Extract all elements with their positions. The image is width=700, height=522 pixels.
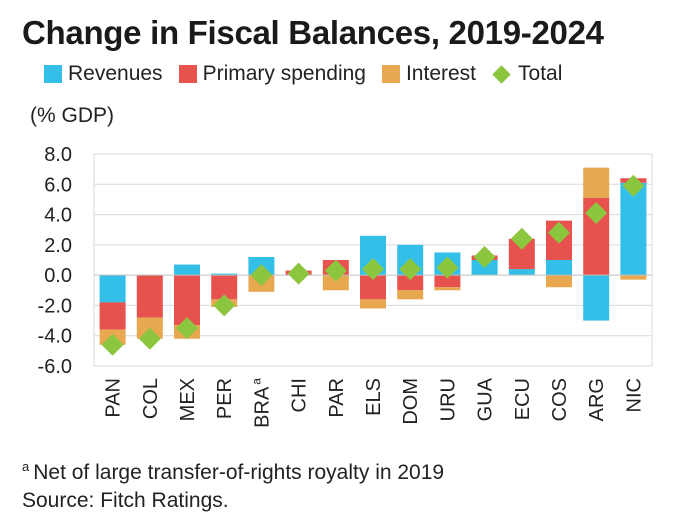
- x-tick-label-text: NIC: [623, 378, 645, 412]
- x-tick-label: COL: [140, 378, 162, 419]
- y-tick-label: -6.0: [38, 356, 72, 378]
- total-marker: [176, 317, 198, 340]
- x-tick-label: ELS: [363, 378, 385, 416]
- x-tick-label: PAR: [326, 378, 348, 418]
- source-note: Source: Fitch Ratings.: [22, 489, 229, 512]
- x-tick-label-text: URU: [437, 378, 459, 421]
- legend-item-total: Total: [492, 62, 562, 86]
- y-axis-unit-label: (% GDP): [30, 104, 114, 127]
- x-tick-label-text: BRA: [251, 386, 273, 428]
- total-marker: [585, 202, 608, 225]
- total-marker: [362, 258, 384, 281]
- x-tick-label-text: COS: [549, 378, 571, 421]
- interest-bar: [397, 290, 424, 300]
- x-tick-label-text: MEX: [177, 378, 199, 421]
- total-marker: [548, 221, 570, 244]
- revenues-bar: [174, 264, 200, 276]
- primary-spending-bar: [99, 302, 126, 330]
- y-tick-label: -2.0: [38, 295, 72, 317]
- x-tick-label: URU: [437, 378, 459, 421]
- legend: Revenues Primary spending Interest Total: [44, 62, 578, 86]
- x-tick-label: COS: [549, 378, 571, 421]
- x-tick-label-text: DOM: [400, 378, 422, 425]
- legend-item-interest: Interest: [381, 62, 477, 86]
- legend-item-revenues: Revenues: [44, 62, 163, 86]
- x-tick-label: ARG: [586, 378, 608, 421]
- legend-swatch-primary-spending: [178, 65, 197, 83]
- y-tick-label: -4.0: [38, 326, 72, 348]
- x-tick-label: CHI: [289, 378, 311, 412]
- revenues-bar: [620, 182, 647, 276]
- y-tick-label: 8.0: [44, 144, 72, 166]
- footnote: a Net of large transfer-of-rights royalty…: [22, 459, 444, 485]
- legend-swatch-revenues: [44, 65, 62, 83]
- x-tick-label-text: ECU: [512, 378, 534, 420]
- x-tick-label-superscript: a: [249, 378, 263, 385]
- x-tick-label-text: CHI: [289, 378, 311, 412]
- x-tick-label: ECU: [512, 378, 534, 420]
- primary-spending-bar: [397, 275, 424, 291]
- y-tick-label: 4.0: [44, 205, 72, 227]
- legend-swatch-interest: [381, 65, 400, 83]
- x-tick-label: DOM: [400, 378, 422, 425]
- y-tick-label: 2.0: [44, 235, 72, 257]
- revenues-bar: [211, 273, 238, 276]
- x-tick-label: MEX: [177, 378, 199, 421]
- x-tick-label-text: PAR: [326, 378, 348, 418]
- x-tick-label-text: PAN: [103, 378, 125, 418]
- total-marker: [324, 259, 347, 282]
- total-marker: [213, 294, 236, 317]
- x-tick-label-text: GUA: [475, 377, 497, 421]
- total-marker: [436, 256, 459, 279]
- chart-title: Change in Fiscal Balances, 2019-2024: [22, 14, 604, 51]
- total-marker: [473, 245, 496, 268]
- primary-spending-bar: [434, 275, 461, 288]
- total-marker: [101, 333, 124, 356]
- total-marker: [510, 227, 533, 250]
- x-tick-label: NIC: [623, 378, 645, 412]
- x-tick-label: GUA: [475, 377, 497, 421]
- total-marker: [250, 264, 273, 287]
- footnote-text: Net of large transfer-of-rights royalty …: [33, 461, 445, 484]
- x-tick-label: BRAa: [249, 378, 273, 428]
- primary-spending-bar: [174, 275, 200, 326]
- interest-bar: [322, 275, 349, 291]
- total-marker: [399, 258, 422, 281]
- interest-bar: [583, 167, 610, 198]
- legend-label-primary-spending: Primary spending: [202, 62, 366, 85]
- y-tick-label: 6.0: [44, 174, 72, 196]
- revenues-bar: [583, 275, 610, 321]
- x-tick-label: PAN: [103, 378, 125, 418]
- legend-item-primary-spending: Primary spending: [178, 62, 366, 86]
- legend-label-revenues: Revenues: [68, 62, 163, 85]
- footnote-marker: a: [22, 459, 30, 474]
- interest-bar: [620, 275, 647, 280]
- total-marker: [138, 327, 161, 350]
- revenues-bar: [99, 275, 126, 303]
- x-tick-label-text: ARG: [586, 378, 608, 421]
- revenues-bar: [546, 260, 572, 276]
- revenues-bar: [508, 269, 535, 276]
- legend-label-total: Total: [518, 62, 563, 85]
- y-tick-label: 0.0: [44, 265, 72, 287]
- interest-bar: [546, 275, 572, 288]
- interest-bar: [434, 287, 461, 291]
- legend-label-interest: Interest: [405, 62, 477, 85]
- total-marker: [622, 174, 645, 197]
- x-tick-label-text: COL: [140, 378, 162, 419]
- interest-bar: [360, 299, 386, 309]
- x-tick-label: PER: [214, 378, 236, 419]
- total-marker: [287, 262, 310, 285]
- x-tick-label-text: PER: [214, 378, 236, 419]
- primary-spending-bar: [136, 275, 163, 318]
- x-tick-label-text: ELS: [363, 378, 385, 416]
